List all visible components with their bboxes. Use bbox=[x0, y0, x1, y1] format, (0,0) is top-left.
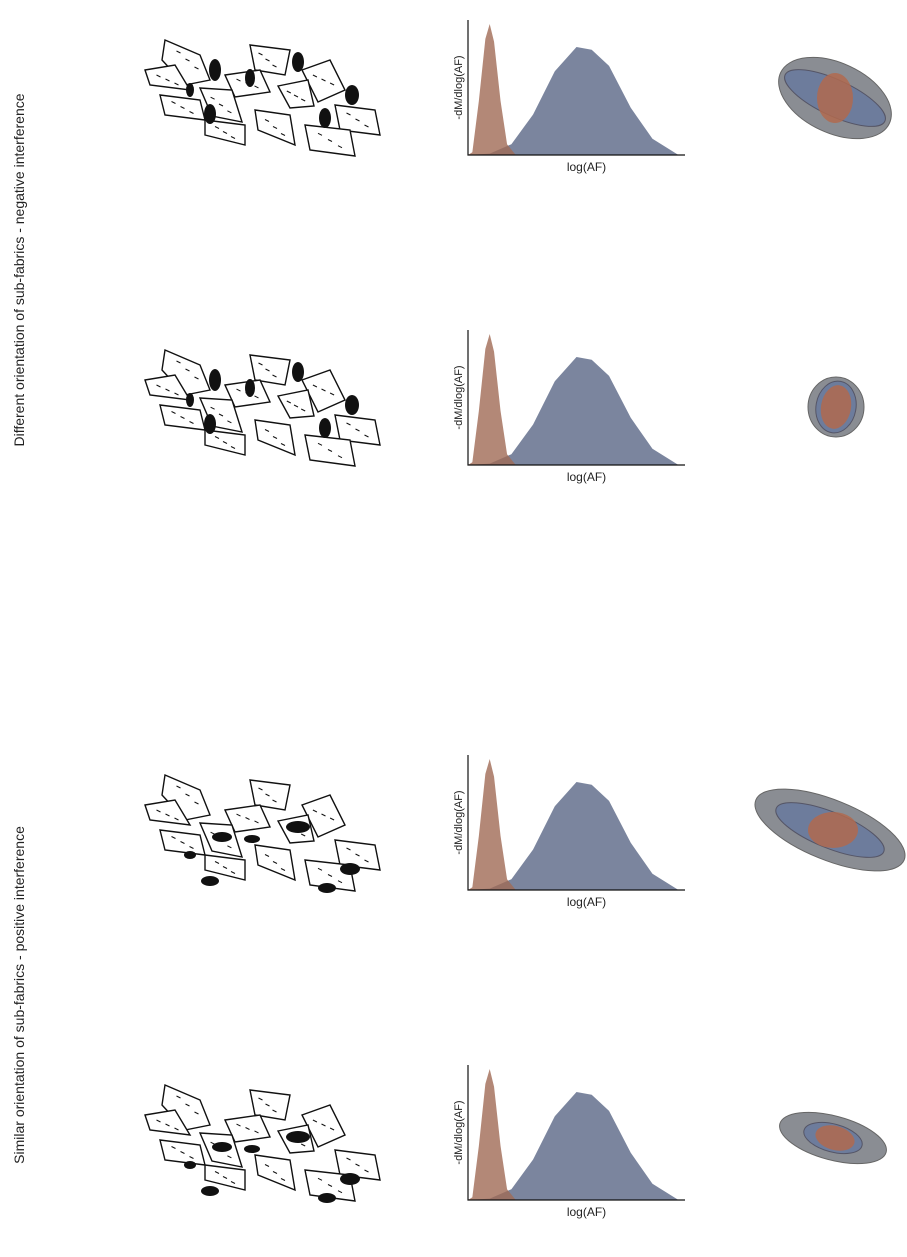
blob bbox=[209, 369, 221, 391]
blob bbox=[184, 851, 196, 859]
grain bbox=[278, 80, 314, 108]
distribution-narrow bbox=[468, 334, 516, 465]
blob bbox=[244, 1145, 260, 1153]
y-axis-label: -dM/dlog(AF) bbox=[453, 790, 465, 854]
blob bbox=[245, 69, 255, 87]
y-axis-label: -dM/dlog(AF) bbox=[453, 365, 465, 429]
x-axis-label: log(AF) bbox=[567, 470, 606, 484]
blob bbox=[345, 395, 359, 415]
blob bbox=[244, 835, 260, 843]
blob bbox=[340, 863, 360, 875]
blob bbox=[292, 362, 304, 382]
blob bbox=[186, 393, 194, 407]
distribution-narrow bbox=[468, 24, 516, 155]
x-axis-label: log(AF) bbox=[567, 160, 606, 174]
blob bbox=[286, 1131, 310, 1143]
blob bbox=[318, 883, 336, 893]
blob bbox=[318, 1193, 336, 1203]
ellipsoid-inner bbox=[808, 812, 858, 848]
panel: log(AF) -dM/dlog(AF) bbox=[145, 20, 904, 174]
blob bbox=[201, 876, 219, 886]
figure: Different orientation of sub-fabrics - n… bbox=[0, 0, 907, 1252]
panel: log(AF) -dM/dlog(AF) bbox=[145, 755, 907, 909]
y-axis-label: -dM/dlog(AF) bbox=[453, 1100, 465, 1164]
blob bbox=[340, 1173, 360, 1185]
group-label: Similar orientation of sub-fabrics - pos… bbox=[11, 826, 27, 1164]
blob bbox=[201, 1186, 219, 1196]
group-label: Different orientation of sub-fabrics - n… bbox=[11, 93, 27, 446]
panel: log(AF) -dM/dlog(AF) bbox=[145, 330, 864, 484]
ellipsoid-inner bbox=[817, 73, 853, 123]
x-axis-label: log(AF) bbox=[567, 1205, 606, 1219]
blob bbox=[204, 414, 216, 434]
blob bbox=[292, 52, 304, 72]
x-axis-label: log(AF) bbox=[567, 895, 606, 909]
y-axis-label: -dM/dlog(AF) bbox=[453, 55, 465, 119]
blob bbox=[319, 108, 331, 128]
blob bbox=[209, 59, 221, 81]
blob bbox=[345, 85, 359, 105]
blob bbox=[212, 1142, 232, 1152]
blob bbox=[245, 379, 255, 397]
blob bbox=[204, 104, 216, 124]
blob bbox=[186, 83, 194, 97]
blob bbox=[286, 821, 310, 833]
blob bbox=[212, 832, 232, 842]
distribution-narrow bbox=[468, 759, 516, 890]
panel: log(AF) -dM/dlog(AF) bbox=[145, 1065, 892, 1219]
blob bbox=[184, 1161, 196, 1169]
distribution-narrow bbox=[468, 1069, 516, 1200]
grain bbox=[278, 390, 314, 418]
blob bbox=[319, 418, 331, 438]
